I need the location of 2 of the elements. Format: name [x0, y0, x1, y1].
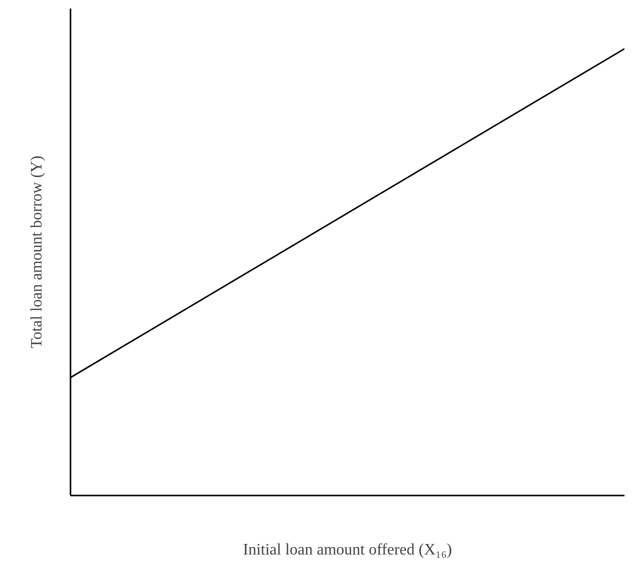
- x-axis-title: Initial loan amount offered (X₁₆): [242, 542, 452, 558]
- y-axis-title: Total loan amount borrow (Y): [28, 156, 46, 348]
